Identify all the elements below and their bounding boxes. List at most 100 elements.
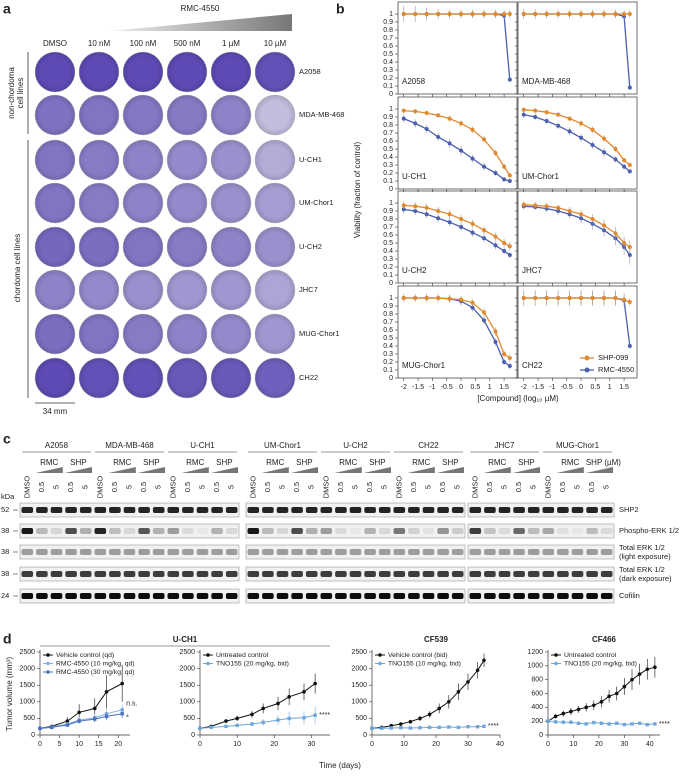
treatment-label: SHP [369,458,385,467]
band [320,593,333,599]
band [437,528,449,534]
lane-label: 5 [197,485,206,489]
point [370,726,374,731]
point [401,296,406,300]
point [424,12,429,16]
y-tick-label: 0.9 [383,19,393,26]
point [576,721,581,725]
panel-label: c [3,431,11,447]
y-tick-label: 0.9 [383,303,393,310]
well-edge [79,183,119,223]
band [211,593,223,599]
band [393,528,406,534]
lane-label: 5 [227,485,236,489]
blot-label: SHP2 [619,505,639,514]
row-label: U-CH1 [299,155,322,164]
band [393,507,406,513]
x-tick-label: 1.5 [619,384,629,391]
legend-marker [378,653,382,657]
point [224,724,228,729]
well-edge [167,314,207,354]
point [399,722,403,726]
x-tick-label: 0.5 [591,384,601,391]
y-tick-label: 0.7 [383,224,393,231]
point [599,721,604,725]
band [196,593,209,599]
band [364,507,376,513]
row-label: U-CH2 [299,242,322,251]
dose-wedge [290,467,318,473]
lane-label: DMSO [168,476,177,499]
y-tick-label: 1000 [19,699,35,706]
y-tick-label: 0.2 [383,170,393,177]
x-tick-label: -2 [401,384,407,391]
band [600,507,613,513]
band [50,593,63,599]
band [152,571,165,577]
band [469,507,482,513]
column-label: 10 nM [88,39,111,48]
point [470,300,475,305]
band [196,571,209,577]
well-edge [255,314,295,354]
band [527,571,540,577]
band [276,507,289,513]
y-tick-label: 0.1 [383,367,393,374]
dose-wedge [407,467,435,473]
band [527,593,540,599]
legend-label: TNO155 (20 mg/kg, bid) [564,660,637,667]
band [21,571,34,577]
band [469,528,482,534]
cell-line-header: A2058 [45,441,69,450]
well-edge [167,183,207,223]
lane-label: 0.5 [139,482,148,492]
lane-label: 5 [499,485,508,489]
treatment-label: RMC [339,458,357,467]
y-axis-title: Tumor volume (mm³) [5,656,14,731]
band [211,528,223,534]
band [276,549,289,555]
point [544,296,549,300]
y-tick-label: 0.5 [383,335,393,342]
point [544,119,549,123]
point [276,718,280,722]
band [262,549,274,555]
lane-label: 0.5 [558,482,567,492]
band [291,528,303,534]
band [408,549,420,555]
point [567,116,572,121]
point [493,171,498,175]
point [584,705,588,710]
point [413,296,418,300]
band [225,593,238,599]
lane-label: 5 [453,485,462,489]
dose-wedge [181,467,209,473]
band [138,571,150,577]
cell-line-label: U-CH1 [402,172,427,181]
group-label: cell lines [16,78,25,109]
band [571,571,584,577]
point [427,725,432,730]
legend-marker [584,367,590,373]
blot-strip [19,544,240,560]
blot-strip [467,523,615,539]
band [123,507,136,513]
point [653,722,657,726]
point [567,209,572,213]
point [556,123,561,128]
point [493,329,498,334]
band [94,571,107,577]
point [627,163,632,167]
dose-wedge [585,467,613,473]
well-edge [35,140,75,180]
drug-label: RMC-4550 [181,4,220,13]
band [451,507,464,513]
treatment-label: RMC [113,458,131,467]
kda-title: kDa [1,492,15,501]
point [493,243,498,248]
plot-frame [517,96,638,190]
band [94,549,107,555]
point [224,719,228,723]
band [36,528,48,534]
band [422,507,435,513]
